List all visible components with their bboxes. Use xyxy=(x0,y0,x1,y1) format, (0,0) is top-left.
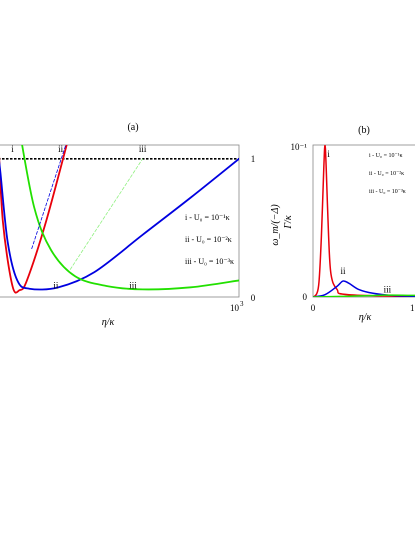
panel-a-right-tick-0: 0 xyxy=(251,293,256,303)
legend-entry-ii: ii - U₀ = 10⁻²κ xyxy=(369,171,404,177)
curve-label-2: iii xyxy=(139,144,147,154)
panel-b-label: (b) xyxy=(358,125,370,136)
series-line-iii xyxy=(21,145,239,291)
curve-label-0: i xyxy=(327,149,330,159)
curve-label-2: iii xyxy=(384,284,392,294)
legend-entry-ii: ii - U₀ = 10⁻²κ xyxy=(185,235,232,244)
legend-entry-iii: iii - U₀ = 10⁻³κ xyxy=(185,257,234,266)
curve-label-1: ii xyxy=(340,266,346,276)
panel-b-x-tick-0: 0 xyxy=(311,303,316,313)
panel-b-ylabel: Γ/κ xyxy=(283,215,294,229)
panel-a-ylabel-right: ω_m/(−Δ) xyxy=(270,204,281,246)
panel-a-legend: i - U₀ = 10⁻¹κ ii - U₀ = 10⁻²κ iii - U₀ = … xyxy=(185,213,234,266)
panel-b-y-tick-top: 10⁻¹ xyxy=(291,142,308,152)
curve-label-4: iii xyxy=(129,281,137,291)
panel-a-right-tick-1: 1 xyxy=(251,154,256,164)
legend-entry-i: i - U₀ = 10⁻¹κ xyxy=(369,153,402,159)
series-line-iii-dashed xyxy=(69,158,143,270)
legend-entry-iii: iii - U₀ = 10⁻³κ xyxy=(369,189,406,195)
series-line-ii xyxy=(0,157,239,291)
panel-a-frame xyxy=(0,144,240,298)
series-line-i xyxy=(313,145,415,297)
series-line-iii xyxy=(313,294,415,297)
panel-b-x-tick-1: 1 xyxy=(410,303,415,313)
panel-a-x-tick-exp: 3 xyxy=(240,300,244,308)
curve-label-3: ii xyxy=(53,281,59,291)
panel-b-legend: i - U₀ = 10⁻¹κ ii - U₀ = 10⁻²κ iii - U₀ = … xyxy=(369,153,406,195)
panel-b-y-tick-bottom: 0 xyxy=(303,292,308,302)
panel-b-xlabel: η/κ xyxy=(359,312,372,323)
panel-b-series xyxy=(313,145,415,297)
curve-label-1: ii xyxy=(58,144,64,154)
panel-a-x-tick-base: 10 xyxy=(230,303,240,313)
curve-label-0: i xyxy=(11,144,14,154)
panel-a-series xyxy=(0,145,239,294)
series-line-i xyxy=(0,145,68,294)
panel-a-label: (a) xyxy=(127,122,138,133)
panel-a-x-tick-1000: 10 3 xyxy=(230,300,244,313)
panel-a-xlabel: η/κ xyxy=(102,317,115,328)
panel-b-frame xyxy=(312,144,415,298)
series-line-i-dashed xyxy=(31,145,67,250)
legend-entry-i: i - U₀ = 10⁻¹κ xyxy=(185,213,230,222)
